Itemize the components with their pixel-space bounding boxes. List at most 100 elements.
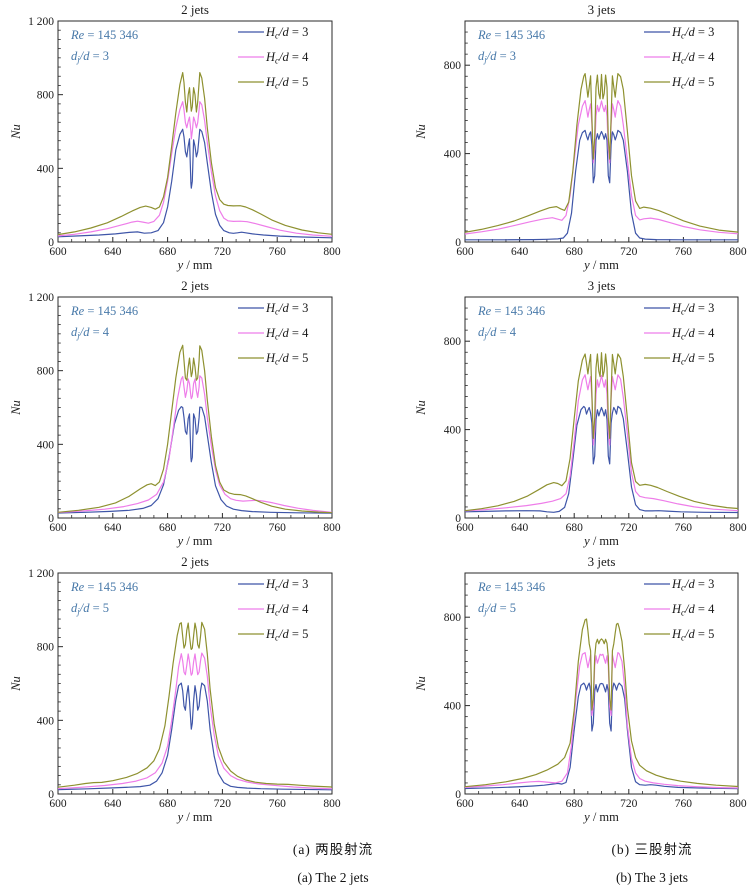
legend-label-pink: Hc/d = 4	[671, 326, 715, 342]
panel-title: 2 jets	[181, 2, 209, 17]
y-tick-label: 800	[444, 60, 462, 72]
series-line-pink	[57, 652, 333, 790]
x-tick-label: 600	[456, 522, 474, 534]
legend-label-blue: Hc/d = 3	[265, 577, 308, 593]
x-tick-label: 760	[269, 522, 287, 534]
panel-2jets-dj5: 2 jets 600 640 680 720 760 800 0 400 800 1 200 y / …	[9, 554, 341, 824]
y-tick-label: 0	[48, 237, 54, 249]
x-tick-label: 800	[729, 522, 747, 534]
series-line-olive	[57, 621, 333, 788]
y-axis-label: Nu	[9, 400, 23, 416]
series-line-pink	[57, 101, 333, 237]
panel-2jets-dj3: 2 jets 600 640 680 720 760 800 0 400 800 1 200 y / …	[9, 2, 341, 272]
x-tick-label: 680	[159, 246, 177, 258]
series-line-blue	[57, 128, 333, 239]
y-axis-label: Nu	[414, 124, 428, 140]
series-line-pink	[57, 375, 333, 514]
x-tick-label: 720	[214, 522, 232, 534]
legend-label-pink: Hc/d = 4	[671, 50, 715, 66]
series-line-blue	[57, 682, 333, 791]
x-tick-label: 600	[49, 798, 67, 810]
x-tick-label: 800	[729, 246, 747, 258]
annotation-dj: dj/d = 4	[71, 325, 110, 341]
x-axis-label: y / mm	[582, 534, 619, 548]
panel-2jets-dj4: 2 jets 600 640 680 720 760 800 0 400 800 1 200 y / …	[9, 278, 341, 548]
x-tick-label: 600	[49, 522, 67, 534]
series-line-olive	[464, 352, 739, 512]
x-axis-label: y / mm	[582, 810, 619, 824]
legend-label-pink: Hc/d = 4	[265, 326, 309, 342]
annotation-re: Re = 145 346	[477, 580, 545, 594]
y-axis-label: Nu	[9, 124, 23, 140]
legend-label-blue: Hc/d = 3	[671, 301, 714, 317]
x-tick-label: 640	[511, 522, 528, 534]
y-tick-label: 0	[455, 789, 461, 801]
annotation-dj: dj/d = 5	[71, 601, 109, 617]
x-axis-label: y / mm	[176, 810, 213, 824]
y-tick-label: 0	[455, 513, 461, 525]
legend-label-pink: Hc/d = 4	[671, 602, 715, 618]
x-tick-label: 640	[511, 798, 528, 810]
series-line-blue	[465, 129, 738, 241]
annotation-re: Re = 145 346	[70, 304, 138, 318]
series-line-pink	[464, 651, 739, 789]
legend-label-pink: Hc/d = 4	[265, 50, 309, 66]
y-tick-label: 1 200	[28, 292, 54, 304]
y-tick-label: 0	[48, 789, 54, 801]
x-tick-label: 760	[675, 798, 693, 810]
x-tick-label: 720	[620, 522, 638, 534]
y-tick-label: 0	[455, 237, 461, 249]
y-tick-label: 1 200	[28, 568, 54, 580]
caption-a-english: (a) The 2 jets	[297, 870, 369, 885]
x-axis-label: y / mm	[176, 534, 213, 548]
y-tick-label: 400	[444, 701, 462, 713]
legend-label-olive: Hc/d = 5	[265, 351, 308, 367]
legend-label-olive: Hc/d = 5	[265, 627, 308, 643]
panel-3jets-dj5: 3 jets 600 640 680 720 760 800 0 400 800 y / mm Nu R…	[414, 554, 747, 824]
y-axis-label: Nu	[9, 676, 23, 692]
caption-b-english: (b) The 3 jets	[615, 870, 689, 885]
y-tick-label: 400	[37, 163, 55, 175]
figure-captions: (a) 两股射流 (a) The 2 jets (b) 三股射流 (b) The…	[0, 828, 750, 885]
y-tick-label: 400	[37, 715, 55, 727]
x-tick-label: 680	[566, 798, 584, 810]
x-tick-label: 640	[104, 798, 122, 810]
y-tick-label: 400	[444, 149, 462, 161]
y-tick-label: 800	[444, 612, 462, 624]
y-tick-label: 800	[444, 336, 462, 348]
caption-b: (b) 三股射流 (b) The 3 jets	[611, 836, 692, 892]
y-tick-label: 1 200	[28, 16, 54, 28]
panel-3jets-dj4: 3 jets 600 640 680 720 760 800 0 400 800 y / mm Nu R…	[414, 278, 747, 548]
x-tick-label: 720	[214, 798, 232, 810]
y-axis-label: Nu	[414, 676, 428, 692]
legend-label-pink: Hc/d = 4	[265, 602, 309, 618]
series-line-olive	[464, 618, 739, 788]
x-tick-label: 720	[620, 798, 638, 810]
x-tick-label: 600	[456, 246, 474, 258]
x-tick-label: 680	[566, 522, 584, 534]
x-tick-label: 680	[159, 522, 177, 534]
series-line-olive	[464, 72, 739, 233]
x-tick-label: 720	[214, 246, 232, 258]
x-tick-label: 800	[323, 246, 341, 258]
x-tick-label: 680	[566, 246, 584, 258]
series-line-olive	[57, 71, 333, 236]
panel-title: 3 jets	[588, 2, 616, 17]
series-line-pink	[464, 374, 739, 512]
series-line-blue	[464, 682, 739, 790]
x-tick-label: 600	[49, 246, 67, 258]
y-tick-label: 400	[444, 425, 462, 437]
x-axis-label: y / mm	[582, 258, 619, 272]
caption-a-chinese: (a) 两股射流	[292, 842, 374, 857]
legend-label-blue: Hc/d = 3	[265, 301, 308, 317]
y-tick-label: 800	[37, 90, 55, 102]
y-tick-label: 400	[37, 439, 55, 451]
annotation-re: Re = 145 346	[70, 28, 138, 42]
y-axis-label: Nu	[414, 400, 428, 416]
annotation-dj: dj/d = 5	[478, 601, 516, 617]
legend-label-olive: Hc/d = 5	[671, 627, 714, 643]
caption-a: (a) 两股射流 (a) The 2 jets	[293, 836, 373, 892]
annotation-re: Re = 145 346	[477, 28, 545, 42]
series-line-pink	[464, 99, 739, 235]
x-tick-label: 760	[269, 798, 287, 810]
